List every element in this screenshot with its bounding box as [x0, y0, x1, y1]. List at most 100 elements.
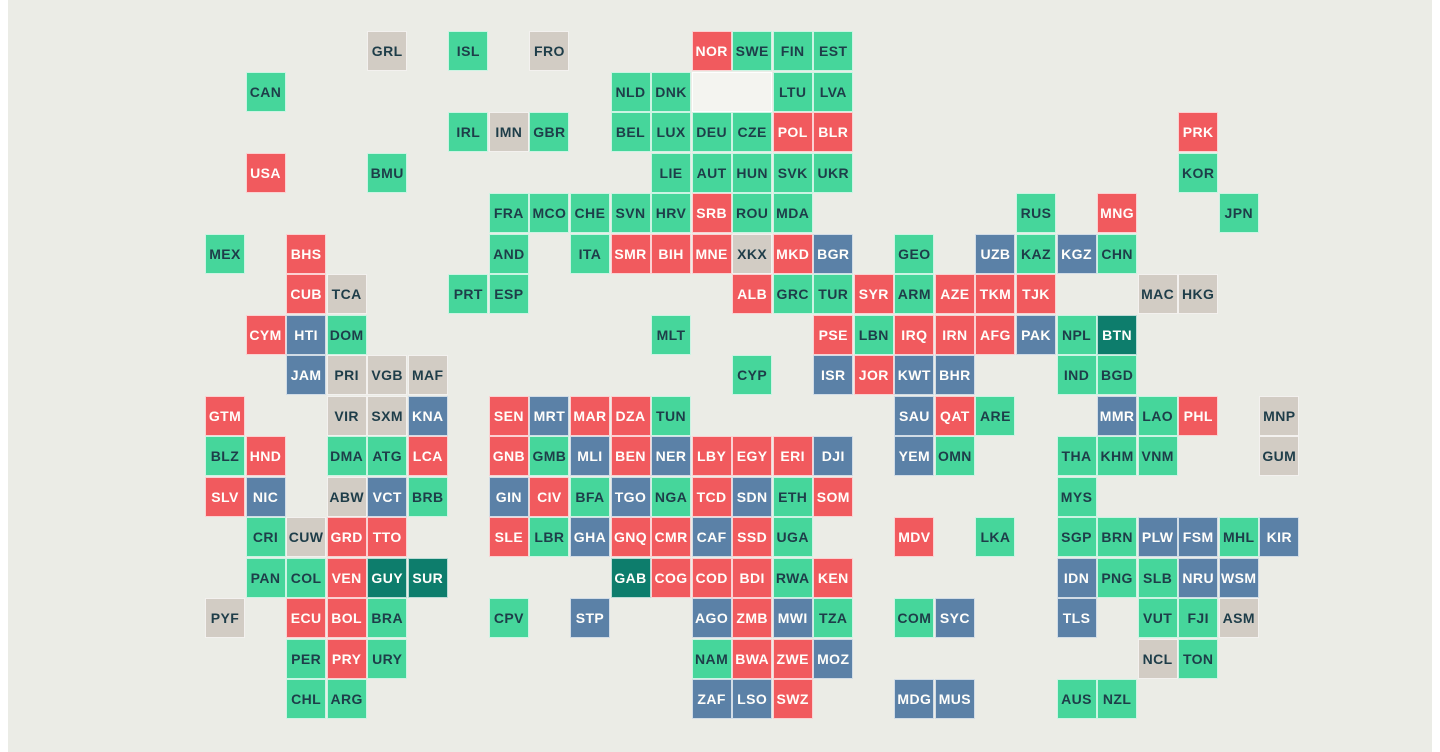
tile-JAM[interactable]: JAM: [286, 355, 327, 395]
tile-KWT[interactable]: KWT: [894, 355, 935, 395]
tile-SOM[interactable]: SOM: [813, 476, 854, 517]
tile-VGB[interactable]: VGB: [367, 355, 408, 395]
tile-BFA[interactable]: BFA: [569, 476, 610, 517]
tile-NPL[interactable]: NPL: [1056, 314, 1097, 355]
tile-TTO[interactable]: TTO: [367, 517, 408, 557]
tile-GRL[interactable]: GRL: [367, 31, 408, 71]
tile-DJI[interactable]: DJI: [813, 436, 854, 476]
tile-GIN[interactable]: GIN: [488, 476, 529, 517]
tile-BTN[interactable]: BTN: [1097, 314, 1138, 355]
tile-POL[interactable]: POL: [772, 112, 813, 152]
tile-BEL[interactable]: BEL: [610, 112, 651, 152]
tile-LVA[interactable]: LVA: [813, 71, 854, 112]
tile-MCO[interactable]: MCO: [529, 193, 570, 233]
tile-TJK[interactable]: TJK: [1016, 274, 1056, 314]
tile-VUT[interactable]: VUT: [1137, 598, 1178, 638]
tile-FIN[interactable]: FIN: [772, 31, 813, 71]
tile-GEO[interactable]: GEO: [894, 233, 935, 274]
tile-ABW[interactable]: ABW: [326, 476, 367, 517]
tile-NRU[interactable]: NRU: [1178, 557, 1219, 598]
tile-CUW[interactable]: CUW: [286, 517, 327, 557]
tile-LCA[interactable]: LCA: [407, 436, 448, 476]
tile-URY[interactable]: URY: [367, 638, 408, 679]
tile-HRV[interactable]: HRV: [651, 193, 692, 233]
tile-GRC[interactable]: GRC: [772, 274, 813, 314]
tile-VIR[interactable]: VIR: [326, 395, 367, 436]
tile-CHE[interactable]: CHE: [569, 193, 610, 233]
tile-SWE[interactable]: SWE: [732, 31, 773, 71]
tile-NGA[interactable]: NGA: [651, 476, 692, 517]
tile-PYF[interactable]: PYF: [205, 598, 245, 638]
tile-TCD[interactable]: TCD: [691, 476, 732, 517]
tile-FRA[interactable]: FRA: [488, 193, 529, 233]
tile-ERI[interactable]: ERI: [772, 436, 813, 476]
tile-IDN[interactable]: IDN: [1056, 557, 1097, 598]
tile-AFG[interactable]: AFG: [975, 314, 1016, 355]
tile-PNG[interactable]: PNG: [1097, 557, 1138, 598]
tile-LSO[interactable]: LSO: [732, 679, 773, 719]
tile-EGY[interactable]: EGY: [732, 436, 773, 476]
tile-PRI[interactable]: PRI: [326, 355, 367, 395]
tile-MRT[interactable]: MRT: [529, 395, 570, 436]
tile-LAO[interactable]: LAO: [1137, 395, 1178, 436]
tile-VNM[interactable]: VNM: [1137, 436, 1178, 476]
tile-ATG[interactable]: ATG: [367, 436, 408, 476]
tile-SSD[interactable]: SSD: [732, 517, 773, 557]
tile-TGO[interactable]: TGO: [610, 476, 651, 517]
tile-KAZ[interactable]: KAZ: [1016, 233, 1056, 274]
tile-BMU[interactable]: BMU: [367, 152, 408, 193]
tile-NIC[interactable]: NIC: [245, 476, 286, 517]
tile-DZA[interactable]: DZA: [610, 395, 651, 436]
tile-ISR[interactable]: ISR: [813, 355, 854, 395]
tile-FSM[interactable]: FSM: [1178, 517, 1219, 557]
tile-GBR[interactable]: GBR: [529, 112, 570, 152]
tile-ROU[interactable]: ROU: [732, 193, 773, 233]
tile-BIH[interactable]: BIH: [651, 233, 692, 274]
tile-CRI[interactable]: CRI: [245, 517, 286, 557]
tile-BRB[interactable]: BRB: [407, 476, 448, 517]
tile-ESP[interactable]: ESP: [488, 274, 529, 314]
tile-CHN[interactable]: CHN: [1097, 233, 1138, 274]
tile-MLI[interactable]: MLI: [569, 436, 610, 476]
tile-SYR[interactable]: SYR: [853, 274, 894, 314]
tile-ZAF[interactable]: ZAF: [691, 679, 732, 719]
tile-VCT[interactable]: VCT: [367, 476, 408, 517]
tile-PER[interactable]: PER: [286, 638, 327, 679]
tile-MAC[interactable]: MAC: [1137, 274, 1178, 314]
tile-ARM[interactable]: ARM: [894, 274, 935, 314]
tile-SYC[interactable]: SYC: [934, 598, 975, 638]
tile-BRN[interactable]: BRN: [1097, 517, 1138, 557]
tile-BLZ[interactable]: BLZ: [205, 436, 245, 476]
tile-MWI[interactable]: MWI: [772, 598, 813, 638]
tile-ARE[interactable]: ARE: [975, 395, 1016, 436]
tile-ASM[interactable]: ASM: [1218, 598, 1259, 638]
tile-HKG[interactable]: HKG: [1178, 274, 1219, 314]
tile-KGZ[interactable]: KGZ: [1056, 233, 1097, 274]
tile-BHR[interactable]: BHR: [934, 355, 975, 395]
tile-COL[interactable]: COL: [286, 557, 327, 598]
tile-NOR[interactable]: NOR: [691, 31, 732, 71]
tile-GAB[interactable]: GAB: [610, 557, 651, 598]
tile-PAN[interactable]: PAN: [245, 557, 286, 598]
tile-NAM[interactable]: NAM: [691, 638, 732, 679]
tile-SEN[interactable]: SEN: [488, 395, 529, 436]
tile-XKX[interactable]: XKX: [732, 233, 773, 274]
tile-RUS[interactable]: RUS: [1016, 193, 1056, 233]
tile-ISL[interactable]: ISL: [448, 31, 489, 71]
tile-PRK[interactable]: PRK: [1178, 112, 1219, 152]
tile-SRB[interactable]: SRB: [691, 193, 732, 233]
tile-MKD[interactable]: MKD: [772, 233, 813, 274]
tile-SAU[interactable]: SAU: [894, 395, 935, 436]
tile-TUN[interactable]: TUN: [651, 395, 692, 436]
tile-MDG[interactable]: MDG: [894, 679, 935, 719]
tile-DEU[interactable]: DEU: [691, 112, 732, 152]
tile-OMN[interactable]: OMN: [934, 436, 975, 476]
tile-UKR[interactable]: UKR: [813, 152, 854, 193]
tile-ZMB[interactable]: ZMB: [732, 598, 773, 638]
tile-CUB[interactable]: CUB: [286, 274, 327, 314]
tile-USA[interactable]: USA: [245, 152, 286, 193]
tile-KNA[interactable]: KNA: [407, 395, 448, 436]
tile-MNE[interactable]: MNE: [691, 233, 732, 274]
tile-BEN[interactable]: BEN: [610, 436, 651, 476]
tile-KEN[interactable]: KEN: [813, 557, 854, 598]
